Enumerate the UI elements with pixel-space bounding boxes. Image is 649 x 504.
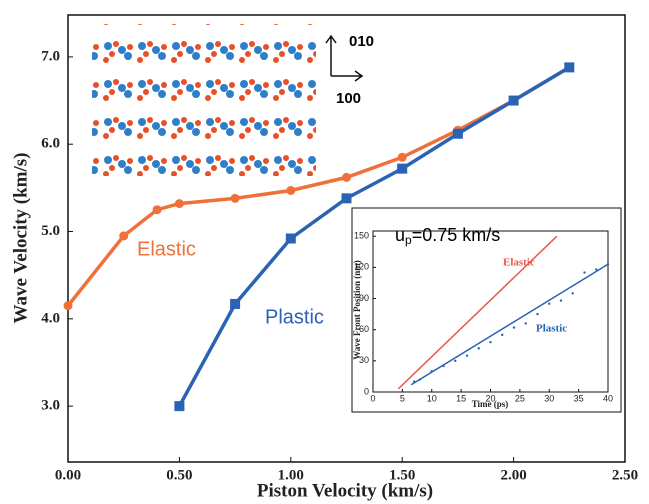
data-point [342, 193, 352, 203]
x-tick-label: 40 [603, 393, 613, 403]
data-point [231, 194, 240, 203]
y-tick-label: 4.0 [41, 310, 60, 326]
x-tick-label: 0.50 [166, 467, 192, 483]
data-point [478, 347, 480, 349]
data-point [607, 263, 609, 265]
y-tick-label: 60 [359, 324, 369, 334]
x-tick-label: 1.50 [389, 467, 415, 483]
y-tick-label: 30 [359, 355, 369, 365]
data-point [442, 365, 444, 367]
data-point [509, 96, 519, 106]
series-label: Plastic [265, 306, 324, 328]
y-tick-label: 120 [354, 262, 369, 272]
data-point [564, 62, 574, 72]
series-label: Elastic [137, 238, 196, 260]
data-point [431, 370, 433, 372]
data-point [453, 129, 463, 139]
data-point [286, 186, 295, 195]
y-tick-label: 0 [364, 386, 369, 396]
y-tick-label: 90 [359, 293, 369, 303]
data-point [548, 303, 550, 305]
data-point [489, 341, 491, 343]
x-tick-label: 1.00 [278, 467, 304, 483]
y-tick-label: 5.0 [41, 223, 60, 239]
series-label: Plastic [536, 323, 567, 335]
x-tick-label: 30 [544, 393, 554, 403]
y-tick-label: 6.0 [41, 136, 60, 152]
direction-label: 010 [349, 33, 374, 50]
data-point [501, 334, 503, 336]
y-tick-label: 7.0 [41, 48, 60, 64]
x-tick-label: 2.00 [500, 467, 526, 483]
data-point [342, 173, 351, 182]
crystal-structure [92, 24, 316, 176]
chart: 010 100 Piston Velocity (km/s) Wave Velo… [0, 0, 649, 504]
inset-y-label: Wave Front Position (nm) [352, 260, 362, 360]
data-point [230, 299, 240, 309]
y-tick-label: 150 [354, 231, 369, 241]
x-tick-label: 5 [400, 393, 405, 403]
data-point [119, 231, 128, 240]
inset-title: up=0.75 km/s [395, 225, 500, 247]
x-tick-label: 2.50 [612, 467, 638, 483]
x-tick-label: 35 [574, 393, 584, 403]
data-point [397, 164, 407, 174]
x-axis-label: Piston Velocity (km/s) [257, 480, 433, 501]
data-point [174, 401, 184, 411]
direction-label: 100 [336, 90, 361, 107]
y-tick-label: 3.0 [41, 398, 60, 414]
data-point [419, 378, 421, 380]
data-point [466, 354, 468, 356]
data-point [595, 268, 597, 270]
series-label: Elastic [503, 257, 535, 269]
data-point [454, 360, 456, 362]
data-point [560, 299, 562, 301]
data-point [536, 313, 538, 315]
data-point [175, 199, 184, 208]
data-point [64, 301, 73, 310]
data-point [583, 271, 585, 273]
x-tick-label: 0.00 [55, 467, 81, 483]
data-point [572, 292, 574, 294]
x-tick-label: 10 [427, 393, 437, 403]
data-point [513, 326, 515, 328]
data-point [398, 153, 407, 162]
data-point [286, 234, 296, 244]
x-tick-label: 20 [485, 393, 495, 403]
y-axis-label: Wave Velocity (km/s) [10, 153, 31, 324]
x-tick-label: 0 [370, 393, 375, 403]
x-tick-label: 15 [456, 393, 466, 403]
data-point [525, 322, 527, 324]
x-tick-label: 25 [515, 393, 525, 403]
data-point [153, 205, 162, 214]
data-point [413, 380, 415, 382]
